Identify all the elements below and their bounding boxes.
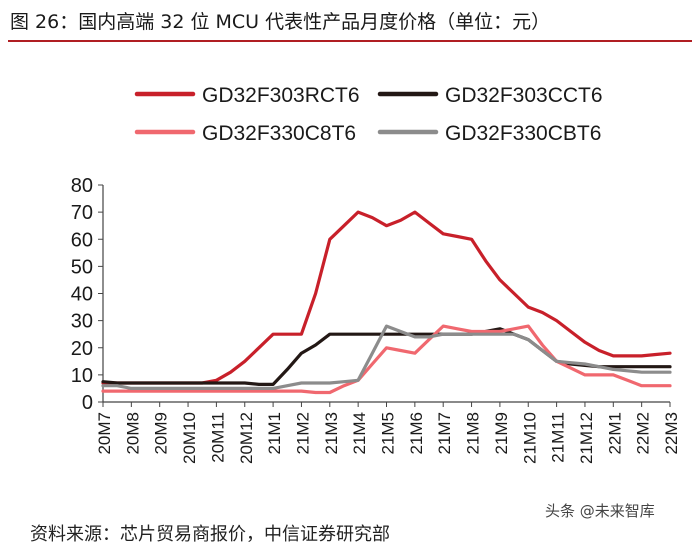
x-tick-label: 21M10 (520, 412, 539, 464)
x-tick-label: 22M3 (662, 412, 681, 455)
x-tick-label: 21M3 (322, 412, 341, 455)
y-tick-label: 20 (71, 338, 93, 360)
legend-label: GD32F330CBT6 (445, 122, 601, 145)
figure-title: 图 26：国内高端 32 位 MCU 代表性产品月度价格（单位：元） (10, 11, 551, 33)
x-tick-label: 21M8 (464, 412, 483, 455)
legend-label: GD32F330C8T6 (202, 122, 356, 145)
x-tick-label: 21M11 (549, 412, 568, 463)
y-tick-label: 30 (71, 311, 93, 333)
x-tick-label: 21M2 (293, 412, 312, 455)
x-tick-label: 20M9 (152, 412, 171, 455)
x-tick-label: 20M7 (95, 412, 114, 455)
x-tick-label: 20M11 (208, 412, 227, 463)
series-line-gd32f303rct6 (101, 210, 672, 385)
y-tick-label: 60 (71, 229, 93, 251)
x-tick-label: 21M4 (350, 412, 369, 455)
y-tick-label: 10 (71, 365, 93, 387)
source-note: 资料来源：芯片贸易商报价，中信证券研究部 (30, 524, 390, 545)
y-tick-label: 70 (71, 202, 93, 224)
series-line-gd32f330cbt6 (101, 324, 672, 390)
y-tick-label: 50 (71, 256, 93, 278)
x-tick-label: 20M12 (237, 412, 256, 464)
y-tick-label: 80 (71, 175, 93, 197)
x-tick-label: 21M9 (492, 412, 511, 455)
x-tick-label: 20M10 (180, 412, 199, 464)
chart-legend: GD32F303RCT6 GD32F303CCT6 GD32F330C8T6 GD32… (134, 84, 603, 145)
legend-label: GD32F303RCT6 (202, 84, 360, 107)
series-line-gd32f330c8t6 (101, 324, 672, 395)
x-tick-label: 21M5 (379, 412, 398, 455)
x-tick-label: 20M8 (123, 412, 142, 455)
chart-series (101, 210, 672, 395)
x-tick-label: 22M2 (634, 412, 653, 455)
y-tick-label: 0 (82, 392, 93, 414)
x-tick-label: 21M6 (407, 412, 426, 455)
legend-label: GD32F303CCT6 (445, 84, 603, 107)
line-chart: GD32F303RCT6 GD32F303CCT6 GD32F330C8T6 GD32… (71, 84, 681, 464)
title-divider (8, 40, 692, 42)
x-tick-label: 22M1 (605, 412, 624, 455)
x-tick-label: 21M1 (265, 412, 284, 455)
chart-axes: 0 10 20 30 40 50 60 70 80 20M7 20M8 20M9 20M10 20M11 2… (71, 175, 681, 464)
x-tick-label: 21M7 (435, 412, 454, 455)
y-tick-label: 40 (71, 284, 93, 306)
x-tick-label: 21M12 (577, 412, 596, 464)
watermark: 头条 @未来智库 (545, 502, 655, 520)
